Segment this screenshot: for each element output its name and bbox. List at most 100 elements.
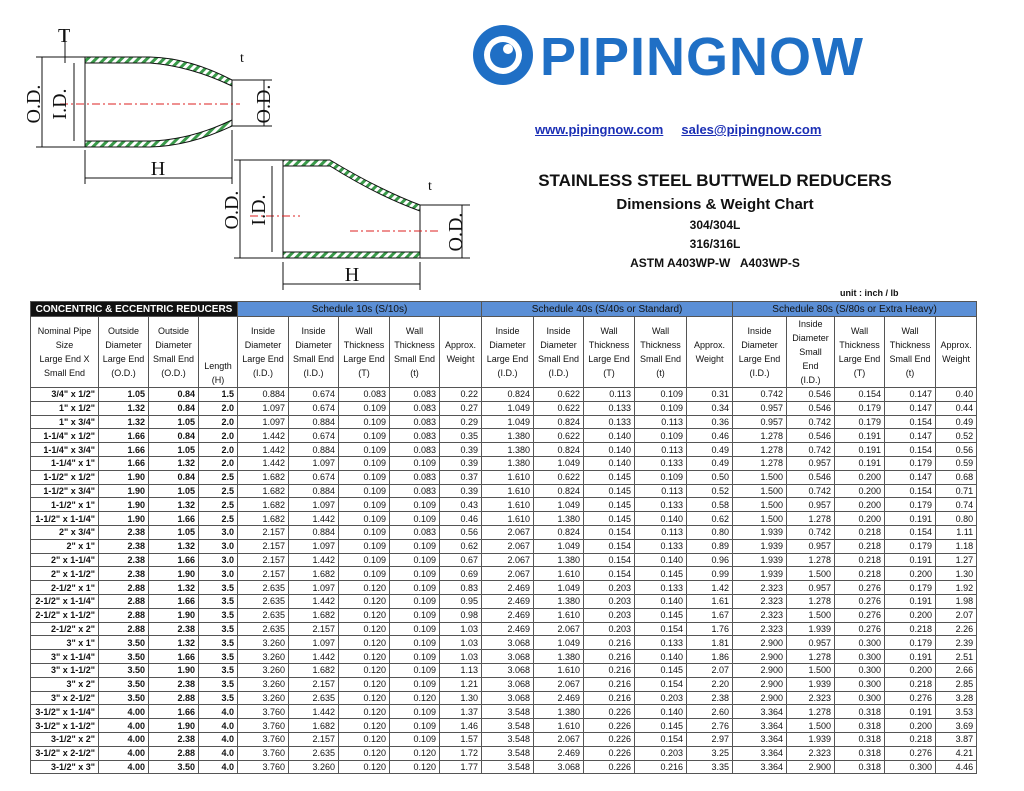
table-cell: 0.40 bbox=[935, 387, 978, 402]
column-header: Wall Thickness Small End (t) bbox=[634, 316, 688, 388]
table-cell: 0.083 bbox=[338, 387, 390, 402]
table-cell: 2.157 bbox=[237, 552, 289, 568]
table-cell: 0.083 bbox=[389, 400, 440, 416]
table-row: 2" x 1-1/4" 2.38 1.66 3.0 2.157 1.442 0.109 0.1… bbox=[30, 552, 978, 568]
table-cell: 0.113 bbox=[634, 524, 688, 540]
table-row: 1" x 3/4" 1.32 1.05 2.0 1.097 0.884 0.109 0.083… bbox=[30, 414, 978, 430]
table-cell: 0.884 bbox=[288, 483, 339, 499]
table-cell: 1.03 bbox=[438, 635, 483, 651]
table-cell: 0.80 bbox=[935, 511, 978, 526]
column-header: Length (H) bbox=[198, 316, 238, 388]
table-cell: 0.884 bbox=[288, 524, 339, 540]
table-cell: 3.5 bbox=[198, 607, 238, 623]
table-cell: 0.179 bbox=[884, 455, 937, 471]
table-cell: 0.109 bbox=[389, 649, 440, 664]
email-link[interactable]: sales@pipingnow.com bbox=[681, 122, 822, 137]
table-cell: 0.120 bbox=[338, 635, 390, 651]
table-cell: 0.622 bbox=[533, 428, 585, 444]
table-cell: 0.300 bbox=[834, 649, 886, 664]
table-cell: 2.38 bbox=[98, 566, 149, 582]
table-cell: 0.145 bbox=[583, 511, 636, 526]
table-cell: 2" x 3/4" bbox=[30, 524, 99, 540]
table-cell: 3.260 bbox=[237, 635, 289, 651]
table-cell: 0.133 bbox=[634, 580, 688, 595]
table-cell: 0.218 bbox=[884, 621, 937, 637]
diagram-label: O.D. bbox=[253, 85, 275, 124]
table-cell: 0.109 bbox=[338, 414, 390, 430]
table-cell: 2.900 bbox=[732, 635, 788, 651]
table-cell: 3.5 bbox=[198, 635, 238, 651]
website-link[interactable]: www.pipingnow.com bbox=[535, 122, 664, 137]
table-cell: 0.179 bbox=[884, 580, 937, 595]
table-cell: 0.120 bbox=[338, 759, 390, 775]
column-header: Inside Diameter Large End (I.D.) bbox=[732, 316, 788, 388]
table-cell: 2.38 bbox=[98, 524, 149, 540]
table-cell: 0.179 bbox=[834, 414, 886, 430]
table-cell: 2.067 bbox=[481, 552, 535, 568]
table-row: 2" x 1-1/2" 2.38 1.90 3.0 2.157 1.682 0.109 0.1… bbox=[30, 566, 978, 582]
table-cell: 1.610 bbox=[533, 607, 585, 623]
table-cell: 0.31 bbox=[686, 387, 734, 402]
table-cell: 0.109 bbox=[338, 442, 390, 457]
table-cell: 0.84 bbox=[148, 469, 199, 485]
table-cell: 0.218 bbox=[884, 731, 937, 747]
table-cell: 3.5 bbox=[198, 649, 238, 664]
table-cell: 2-1/2" x 1" bbox=[30, 580, 99, 595]
diagram-label: I.D. bbox=[49, 88, 71, 119]
table-cell: 0.957 bbox=[732, 414, 788, 430]
table-cell: 0.216 bbox=[583, 690, 636, 706]
table-cell: 3.760 bbox=[237, 718, 289, 733]
table-cell: 0.318 bbox=[834, 759, 886, 775]
table-cell: 0.200 bbox=[834, 483, 886, 499]
table-cell: 0.140 bbox=[634, 552, 688, 568]
table-cell: 1.610 bbox=[481, 497, 535, 513]
table-cell: 0.226 bbox=[583, 745, 636, 761]
table-cell: 0.083 bbox=[389, 524, 440, 540]
table-cell: 0.109 bbox=[338, 497, 390, 513]
table-cell: 2.38 bbox=[148, 621, 199, 637]
table-cell: 0.154 bbox=[634, 731, 688, 747]
table-cell: 0.218 bbox=[834, 566, 886, 582]
table-cell: 3-1/2" x 2-1/2" bbox=[30, 745, 99, 761]
table-cell: 2.469 bbox=[533, 690, 585, 706]
table-cell: 1.42 bbox=[686, 580, 734, 595]
table-cell: 0.71 bbox=[935, 483, 978, 499]
table-cell: 0.957 bbox=[786, 635, 836, 651]
table-cell: 0.824 bbox=[533, 524, 585, 540]
table-cell: 1.380 bbox=[533, 704, 585, 720]
table-cell: 1.32 bbox=[148, 497, 199, 513]
table-cell: 0.742 bbox=[786, 442, 836, 457]
table-row: 1-1/4" x 1" 1.66 1.32 2.0 1.442 1.097 0.109 0.1… bbox=[30, 455, 978, 471]
table-cell: 2.900 bbox=[732, 690, 788, 706]
column-header: Approx. Weight bbox=[438, 316, 483, 388]
table-cell: 2.157 bbox=[237, 524, 289, 540]
table-cell: 2.38 bbox=[686, 690, 734, 706]
table-cell: 0.27 bbox=[438, 400, 483, 416]
table-cell: 2.469 bbox=[481, 580, 535, 595]
table-cell: 0.300 bbox=[834, 662, 886, 678]
table-cell: 2.88 bbox=[148, 745, 199, 761]
table-cell: 0.46 bbox=[438, 511, 483, 526]
table-cell: 1.278 bbox=[786, 593, 836, 609]
table-cell: 0.109 bbox=[634, 387, 688, 402]
table-cell: 0.80 bbox=[686, 524, 734, 540]
table-cell: 1.66 bbox=[98, 442, 149, 457]
table-cell: 3.50 bbox=[98, 676, 149, 692]
table-cell: 0.109 bbox=[389, 552, 440, 568]
table-cell: 2.635 bbox=[237, 593, 289, 609]
table-cell: 1.90 bbox=[98, 511, 149, 526]
table-cell: 1.05 bbox=[148, 414, 199, 430]
table-cell: 0.109 bbox=[338, 511, 390, 526]
table-cell: 1" x 3/4" bbox=[30, 414, 99, 430]
table-cell: 1.049 bbox=[481, 414, 535, 430]
table-cell: 0.083 bbox=[389, 414, 440, 430]
table-cell: 0.884 bbox=[237, 387, 289, 402]
table-cell: 1.27 bbox=[935, 552, 978, 568]
column-header: Wall Thickness Large End (T) bbox=[834, 316, 886, 388]
table-row: 2-1/2" x 1-1/2" 2.88 1.90 3.5 2.635 1.682 0.12… bbox=[30, 607, 978, 623]
table-row: 2-1/2" x 2" 2.88 2.38 3.5 2.635 2.157 0.120 0.1… bbox=[30, 621, 978, 637]
table-cell: 0.109 bbox=[338, 469, 390, 485]
table-cell: 0.109 bbox=[389, 676, 440, 692]
table-row: 3-1/2" x 2-1/2" 4.00 2.88 4.0 3.760 2.635 0.12… bbox=[30, 745, 978, 761]
table-cell: 0.68 bbox=[935, 469, 978, 485]
